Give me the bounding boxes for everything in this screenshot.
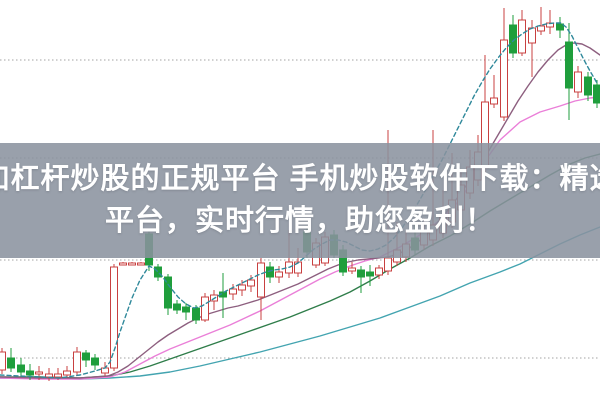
ad-banner-line1: 加杠杆炒股的正规平台 手机炒股软件下载：精选 — [0, 162, 600, 195]
ad-banner: 加杠杆炒股的正规平台 手机炒股软件下载：精选 平台，实时行情，助您盈利！ — [0, 143, 600, 258]
ad-banner-line2: 平台，实时行情，助您盈利！ — [104, 204, 495, 237]
